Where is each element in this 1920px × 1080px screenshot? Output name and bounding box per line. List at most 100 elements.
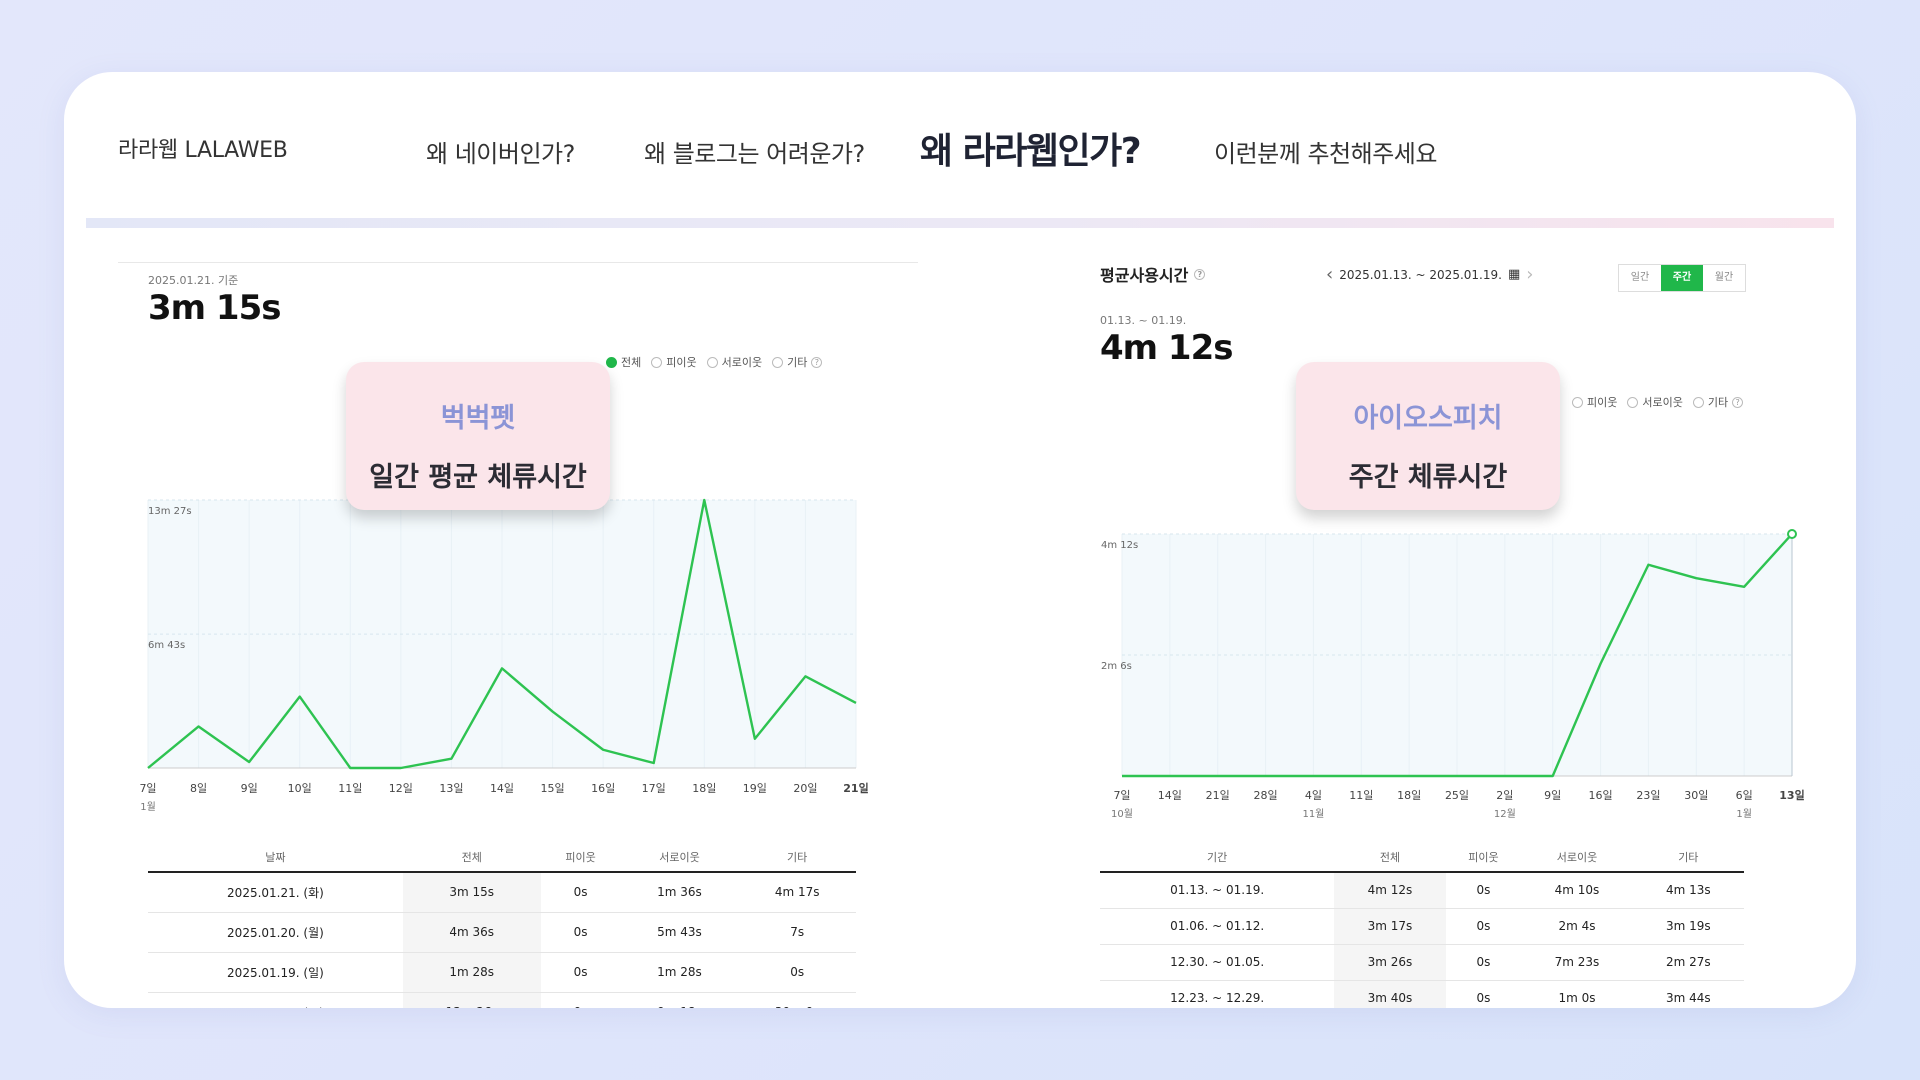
big-value: 4m 12s <box>1100 328 1233 368</box>
x-tick-label: 2일 <box>1496 788 1513 802</box>
end-point-marker <box>1787 529 1797 539</box>
highlight-card-name: 벅벅펫 <box>440 403 516 434</box>
table-cell: 2m 27s <box>1632 944 1744 981</box>
highlight-card: 벅벅펫 일간 평균 체류시간 <box>346 362 610 510</box>
x-tick-label: 12일 <box>389 781 413 795</box>
legend: 전체 피이웃 서로이웃 기타? <box>606 354 823 370</box>
nav-item-why-lalaweb[interactable]: 왜 라라웹인가? <box>920 131 1142 172</box>
table-cell: 3m 19s <box>1632 908 1744 945</box>
brand-logo[interactable]: 라라웹 LALAWEB <box>118 138 288 163</box>
x-tick-label: 10일 <box>288 781 312 795</box>
table-cell: 3m 44s <box>1632 980 1744 1008</box>
tab-daily[interactable]: 일간 <box>1630 272 1650 283</box>
calendar-icon[interactable]: ▦ <box>1507 267 1521 282</box>
help-icon[interactable]: ? <box>1732 396 1744 408</box>
x-tick-label: 28일 <box>1254 788 1278 802</box>
table-cell: 13m 26s <box>402 992 541 1008</box>
nav-item-recommend[interactable]: 이런분께 추천해주세요 <box>1214 140 1437 168</box>
table-row: 12.30. ~ 01.05. 3m 26s 0s 7m 23s 2m 27s <box>1100 944 1744 981</box>
big-value: 3m 15s <box>148 288 281 328</box>
x-tick-label: 30일 <box>1684 788 1708 802</box>
table-cell: 3m 15s <box>402 872 541 913</box>
help-icon[interactable]: ? <box>811 356 823 368</box>
right-stats-panel: 평균사용시간 ? ‹ 2025.01.13. ~ 2025.01.19. ▦ ›… <box>1100 262 1820 1008</box>
table-cell: 3m 26s <box>1334 944 1446 981</box>
col-header: 기간 <box>1100 842 1335 873</box>
table-cell: 1m 28s <box>402 952 541 993</box>
col-header: 날짜 <box>148 842 403 873</box>
x-tick-label: 9일 <box>1544 788 1561 802</box>
table-cell: 01.06. ~ 01.12. <box>1100 908 1335 945</box>
x-tick-label: 11일 <box>338 781 362 795</box>
date-note: 2025.01.21. 기준 <box>148 274 239 287</box>
x-tick-label: 14일 <box>490 781 514 795</box>
series-line <box>1122 533 1793 778</box>
table-cell: 30m 0s <box>738 992 856 1008</box>
legend-opt-etc[interactable]: 기타? <box>772 354 823 370</box>
table-cell: 0s <box>540 872 621 913</box>
table-cell: 7s <box>738 912 856 953</box>
x-tick-label: 7일 <box>139 781 156 795</box>
weekly-stats-table: 기간 전체 피이웃 서로이웃 기타 01.13. ~ 01.19. 4m 12s 0… <box>1100 842 1744 1008</box>
table-cell: 4m 36s <box>402 912 541 953</box>
left-stats-panel: 2025.01.21. 기준 3m 15s 전체 피이웃 서로이웃 기타? 13… <box>118 262 978 1008</box>
table-cell: 9m 18s <box>620 992 739 1008</box>
legend-opt-neighbor[interactable]: 피이웃 <box>651 354 697 370</box>
legend-opt-all[interactable]: 전체 <box>606 354 641 370</box>
highlight-card-name: 아이오스피치 <box>1353 403 1503 434</box>
panel-title: 평균사용시간 <box>1100 266 1189 285</box>
table-cell: 2m 4s <box>1521 908 1633 945</box>
date-range: 2025.01.13. ~ 2025.01.19. <box>1339 267 1502 282</box>
daily-stay-chart: 13m 27s 6m 43s 7일 8일 9일 10일 11일 12일 13일 14일 15일 16일… <box>139 498 869 813</box>
legend-opt-etc[interactable]: 기타? <box>1692 394 1744 410</box>
radio-icon <box>772 356 784 368</box>
series-line <box>147 498 857 770</box>
x-tick-label: 19일 <box>743 781 767 795</box>
legend-label: 기타 <box>1707 396 1729 409</box>
table-cell: 2025.01.18. (토) <box>148 992 403 1008</box>
table-cell: 1m 28s <box>620 952 739 993</box>
nav-item-why-naver[interactable]: 왜 네이버인가? <box>426 140 575 168</box>
chevron-left-icon[interactable]: ‹ <box>1326 264 1334 285</box>
table-cell: 1m 36s <box>620 872 739 913</box>
table-row: 01.13. ~ 01.19. 4m 12s 0s 4m 10s 4m 13s <box>1100 872 1744 909</box>
legend-opt-mutual[interactable]: 서로이웃 <box>706 354 763 370</box>
nav-item-why-blog-hard[interactable]: 왜 블로그는 어려운가? <box>644 140 865 168</box>
table-row: 2025.01.19. (일) 1m 28s 0s 1m 28s 0s <box>148 952 856 993</box>
y-tick-label: 13m 27s <box>148 506 192 517</box>
y-tick-label: 6m 43s <box>148 640 185 651</box>
table-header-row: 날짜 전체 피이웃 서로이웃 기타 <box>148 842 856 873</box>
table-cell: 0s <box>1445 908 1522 945</box>
x-tick-label: 9일 <box>241 781 258 795</box>
col-header: 전체 <box>1334 842 1446 873</box>
tab-monthly[interactable]: 월간 <box>1714 272 1734 283</box>
table-cell: 3m 17s <box>1334 908 1446 945</box>
y-tick-label: 4m 12s <box>1101 540 1138 551</box>
tab-weekly[interactable]: 주간 <box>1661 265 1703 291</box>
x-tick-label: 13일 <box>439 781 463 795</box>
table-row: 12.23. ~ 12.29. 3m 40s 0s 1m 0s 3m 44s <box>1100 980 1744 1008</box>
daily-stats-table: 날짜 전체 피이웃 서로이웃 기타 2025.01.21. (화) 3m 15s 0… <box>148 842 856 1008</box>
table-cell: 3m 40s <box>1334 980 1446 1008</box>
x-tick-label: 13일 <box>1779 788 1804 802</box>
legend-opt-mutual[interactable]: 서로이웃 <box>1627 394 1683 410</box>
table-cell: 12.30. ~ 01.05. <box>1100 944 1335 981</box>
date-note: 01.13. ~ 01.19. <box>1100 314 1187 327</box>
table-cell: 01.13. ~ 01.19. <box>1100 872 1335 909</box>
x-sub-label: 1월 <box>1736 808 1752 820</box>
chevron-right-icon[interactable]: › <box>1526 264 1534 285</box>
table-row: 01.06. ~ 01.12. 3m 17s 0s 2m 4s 3m 19s <box>1100 908 1744 945</box>
table-cell: 0s <box>540 992 621 1008</box>
legend-label: 서로이웃 <box>721 356 763 369</box>
table-cell: 7m 23s <box>1521 944 1633 981</box>
x-sub-label: 12월 <box>1494 808 1516 820</box>
table-cell: 4m 17s <box>738 872 856 913</box>
highlight-card: 아이오스피치 주간 체류시간 <box>1296 362 1560 510</box>
table-cell: 2025.01.19. (일) <box>148 952 403 993</box>
help-icon[interactable]: ? <box>1194 268 1206 280</box>
legend-opt-neighbor[interactable]: 피이웃 <box>1572 394 1617 410</box>
table-cell: 0s <box>1445 944 1522 981</box>
x-sub-label: 1월 <box>140 801 156 813</box>
highlight-card-desc: 주간 체류시간 <box>1348 462 1508 493</box>
slide-card: 라라웹 LALAWEB 왜 네이버인가? 왜 블로그는 어려운가? 왜 라라웹인… <box>64 72 1856 1008</box>
